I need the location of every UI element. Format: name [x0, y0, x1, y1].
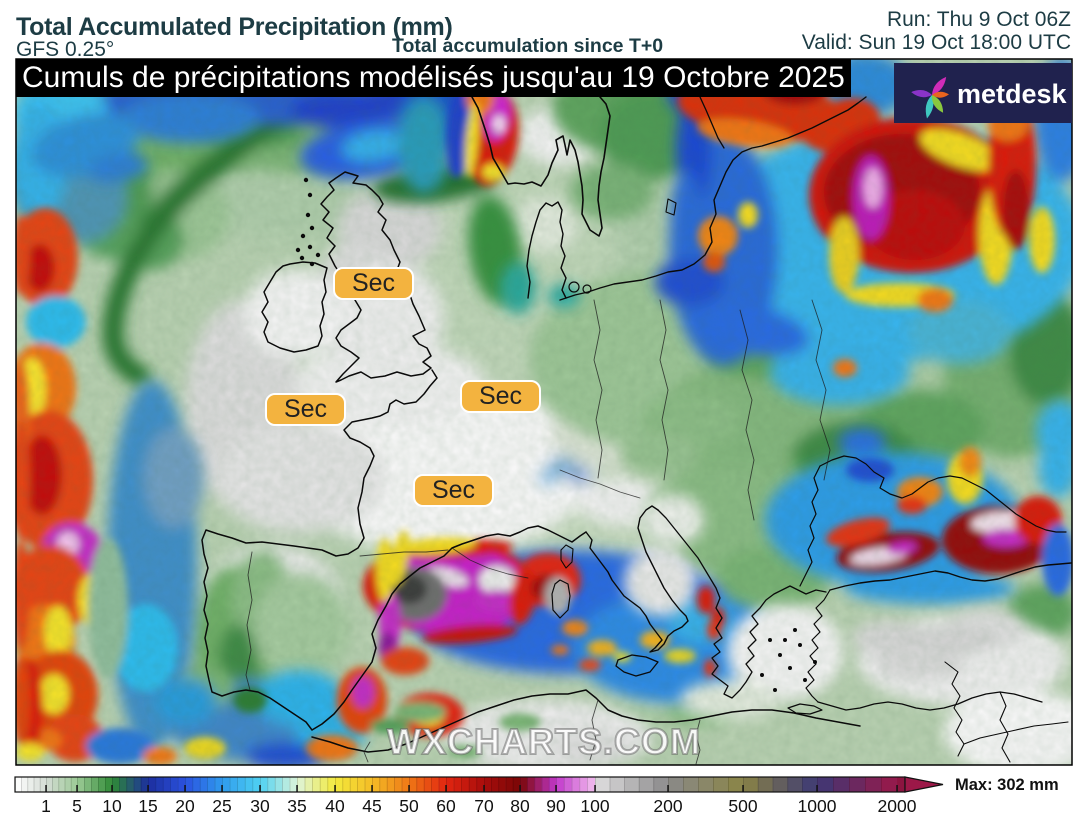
svg-text:30: 30: [250, 796, 270, 816]
svg-text:1000: 1000: [798, 796, 837, 816]
svg-text:25: 25: [212, 796, 231, 816]
svg-text:200: 200: [653, 796, 682, 816]
svg-text:2000: 2000: [878, 796, 917, 816]
svg-text:90: 90: [546, 796, 566, 816]
svg-text:60: 60: [436, 796, 456, 816]
svg-text:15: 15: [138, 796, 157, 816]
svg-text:10: 10: [102, 796, 122, 816]
svg-text:100: 100: [580, 796, 609, 816]
svg-text:35: 35: [287, 796, 306, 816]
svg-text:50: 50: [399, 796, 419, 816]
svg-text:Max: 302 mm: Max: 302 mm: [955, 776, 1059, 794]
svg-text:40: 40: [325, 796, 345, 816]
svg-text:45: 45: [362, 796, 381, 816]
svg-text:500: 500: [728, 796, 757, 816]
svg-text:metdesk: metdesk: [957, 79, 1068, 109]
svg-text:5: 5: [72, 796, 82, 816]
svg-text:20: 20: [175, 796, 195, 816]
svg-text:1: 1: [41, 796, 51, 816]
svg-text:80: 80: [510, 796, 530, 816]
svg-text:70: 70: [474, 796, 494, 816]
